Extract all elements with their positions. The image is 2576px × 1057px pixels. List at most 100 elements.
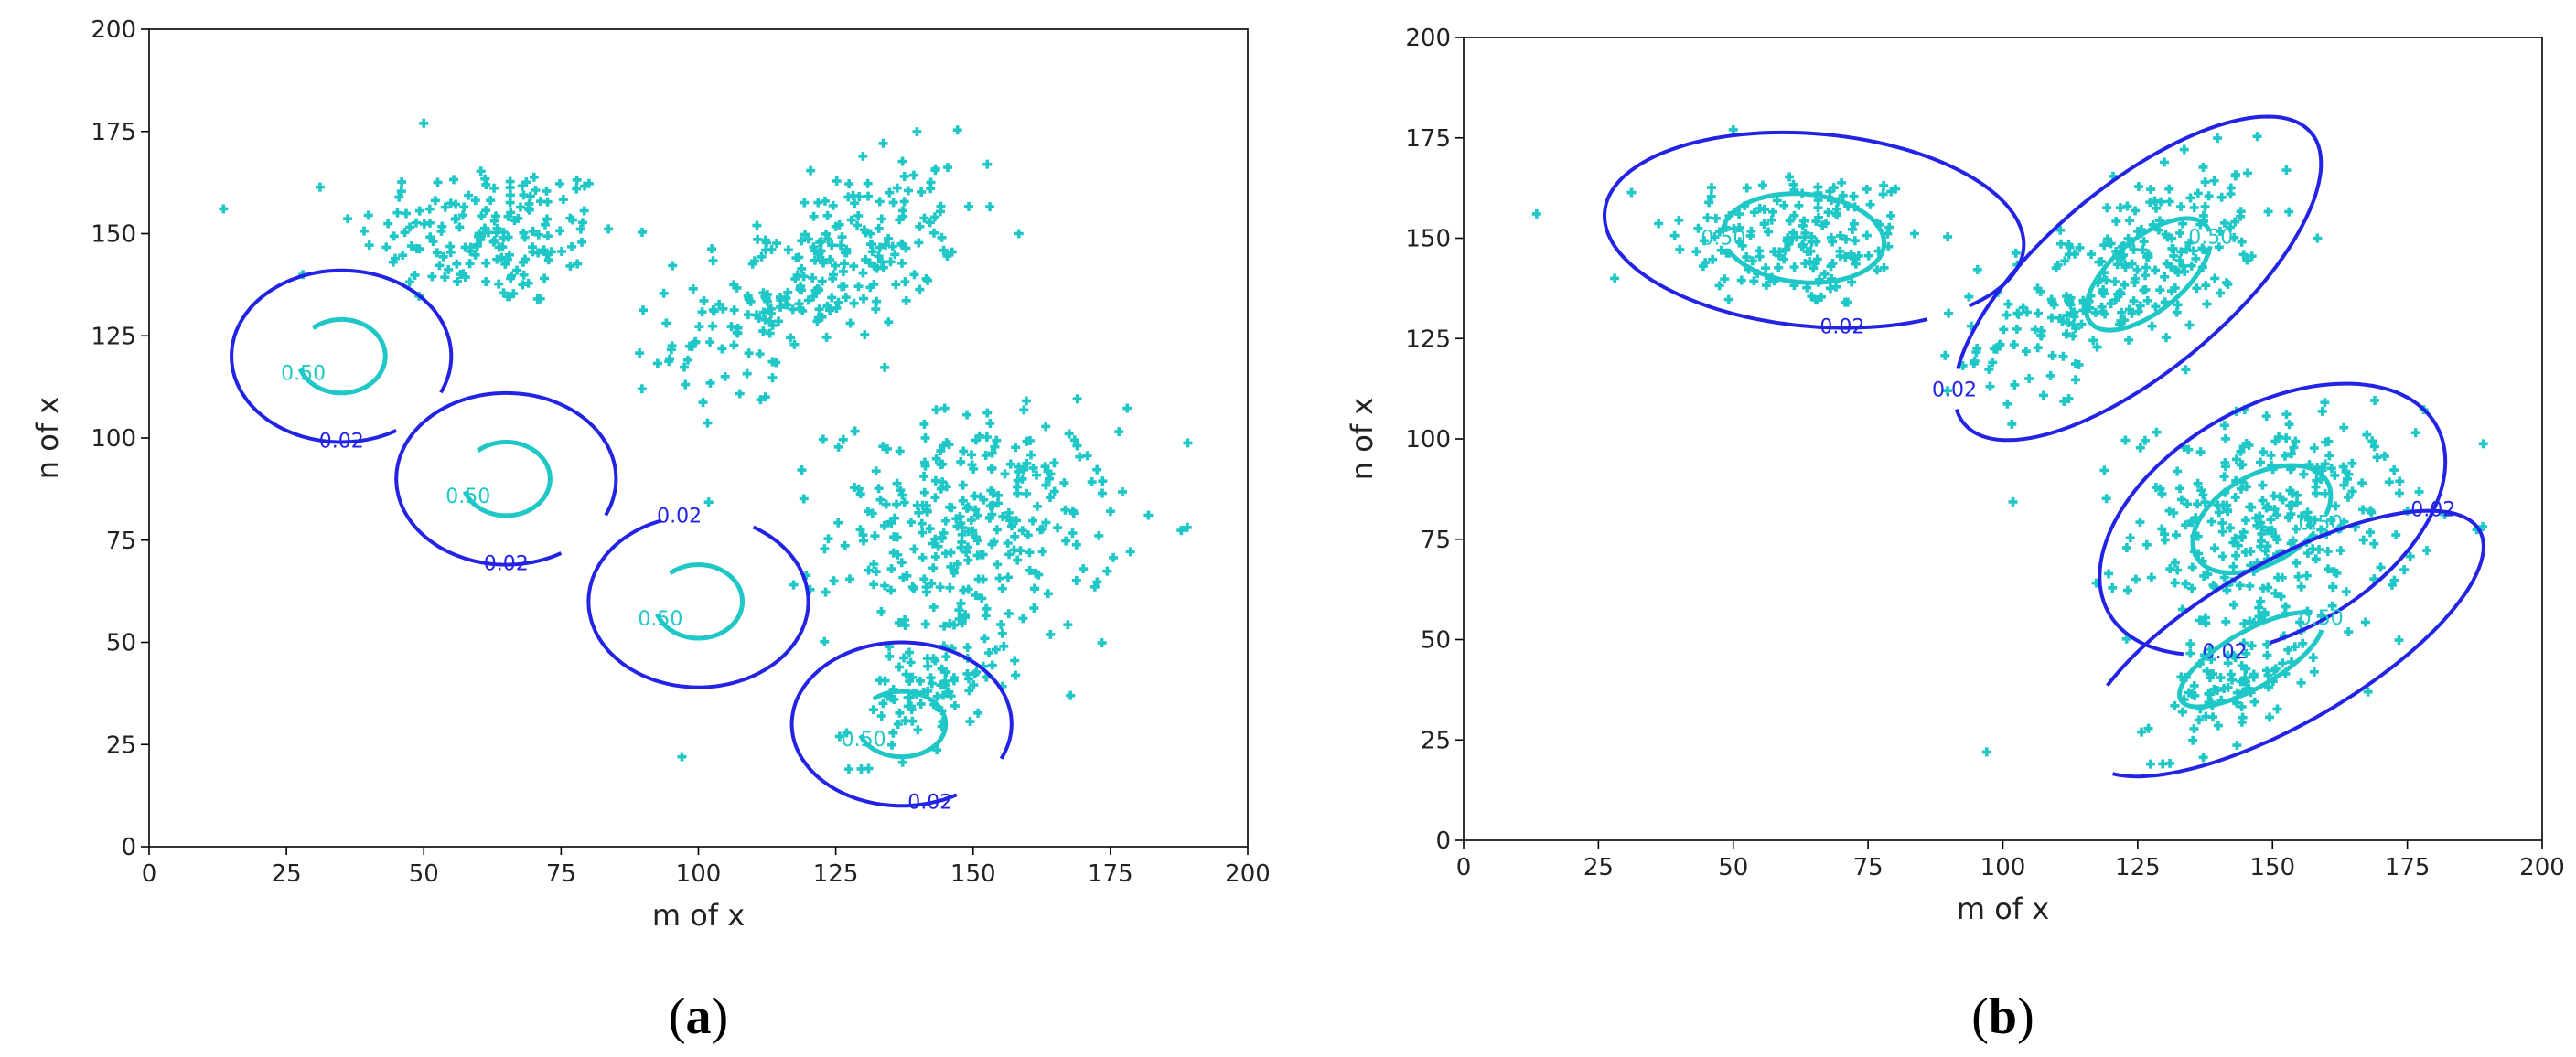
data-point (1832, 210, 1842, 220)
data-point (930, 534, 940, 544)
data-point (2285, 486, 2295, 496)
data-point (2237, 531, 2247, 541)
panel-label: (a) (669, 988, 728, 1045)
data-point (2255, 457, 2265, 467)
data-point (2255, 511, 2265, 521)
data-point (472, 240, 482, 250)
data-point (832, 176, 842, 187)
data-point (946, 691, 956, 701)
data-point (901, 669, 911, 679)
data-point (2288, 536, 2298, 546)
data-point (2297, 511, 2307, 521)
data-point (2166, 286, 2176, 296)
data-point (2292, 558, 2302, 568)
data-point (1779, 254, 1789, 264)
data-point (1734, 209, 1744, 219)
data-point (800, 198, 810, 208)
data-point (958, 480, 968, 490)
data-point (898, 206, 908, 216)
y-tick-label: 125 (91, 323, 136, 350)
data-point (831, 261, 841, 271)
data-point (531, 186, 541, 196)
data-point (875, 676, 885, 686)
data-point (928, 563, 939, 573)
data-point (2088, 336, 2098, 346)
data-point (2263, 582, 2273, 593)
data-point (2245, 581, 2255, 591)
data-point (917, 187, 927, 197)
data-point (1981, 747, 1991, 757)
data-point (555, 226, 565, 236)
data-point (813, 249, 823, 259)
x-tick-label: 25 (1583, 854, 1614, 881)
data-point (2064, 250, 2074, 260)
data-point (1017, 526, 1027, 536)
data-point (931, 454, 941, 464)
x-tick-label: 75 (1853, 854, 1884, 881)
data-point (2326, 515, 2336, 525)
data-point (853, 282, 864, 292)
data-point (2242, 255, 2252, 265)
data-point (2045, 370, 2055, 380)
data-point (2137, 727, 2147, 737)
data-point (974, 431, 984, 441)
data-point (838, 266, 848, 276)
data-point (2191, 253, 2201, 263)
data-point (2379, 451, 2389, 461)
data-point (939, 403, 950, 413)
data-point (2071, 375, 2081, 385)
data-point (2327, 601, 2337, 611)
data-point (932, 745, 942, 755)
data-point (2263, 526, 2273, 536)
data-point (797, 263, 807, 273)
data-point (1046, 629, 1056, 639)
data-point (909, 583, 919, 593)
data-point (523, 278, 533, 288)
data-point (912, 127, 922, 137)
data-point (449, 175, 459, 185)
data-point (992, 435, 1002, 445)
data-point (940, 549, 950, 559)
data-point (760, 292, 770, 302)
data-point (1693, 223, 1703, 233)
data-point (1010, 656, 1020, 666)
data-point (2320, 488, 2330, 498)
data-point (502, 292, 512, 302)
data-point (2124, 335, 2134, 345)
data-point (1759, 205, 1769, 215)
data-point (889, 694, 899, 704)
contour-line-050 (2177, 610, 2324, 710)
data-point (803, 295, 813, 305)
data-point (928, 228, 939, 238)
data-point (2258, 496, 2268, 506)
data-point (799, 272, 809, 282)
data-point (978, 550, 988, 560)
y-tick-label: 100 (91, 425, 136, 453)
data-point (2195, 447, 2206, 457)
data-point (444, 264, 454, 274)
data-point (902, 571, 912, 581)
data-point (2132, 226, 2142, 236)
data-point (2231, 550, 2241, 561)
data-point (406, 241, 416, 251)
data-point (2266, 450, 2276, 460)
data-point (2166, 262, 2176, 272)
data-point (2235, 581, 2245, 591)
contour-line-002 (1954, 114, 2324, 443)
data-point (1003, 538, 1013, 548)
data-point (2305, 520, 2315, 530)
data-point (832, 304, 842, 314)
data-point (1046, 469, 1056, 479)
data-point (886, 257, 896, 267)
data-point (2230, 217, 2240, 227)
data-point (1789, 262, 1799, 272)
data-point (1761, 281, 1771, 291)
data-point (930, 551, 940, 561)
data-point (486, 196, 496, 206)
data-point (488, 237, 499, 247)
data-point (760, 235, 770, 245)
data-point (1742, 252, 1752, 262)
data-point (1010, 531, 1020, 541)
data-point (2281, 602, 2291, 612)
data-point (876, 711, 886, 721)
